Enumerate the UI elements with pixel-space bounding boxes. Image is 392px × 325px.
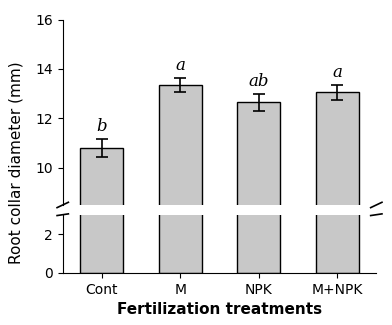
- Bar: [159, 14, 202, 273]
- Text: a: a: [175, 58, 185, 74]
- Text: b: b: [96, 118, 107, 135]
- X-axis label: Fertilization treatments: Fertilization treatments: [117, 302, 322, 317]
- Bar: [80, 63, 123, 273]
- Text: ab: ab: [249, 73, 269, 90]
- Text: Root collar diameter (mm): Root collar diameter (mm): [8, 61, 23, 264]
- Text: a: a: [332, 64, 342, 81]
- Bar: [316, 20, 359, 273]
- Bar: [316, 92, 359, 325]
- Bar: [237, 27, 280, 273]
- Bar: [237, 102, 280, 325]
- Bar: [159, 85, 202, 325]
- Bar: [80, 148, 123, 325]
